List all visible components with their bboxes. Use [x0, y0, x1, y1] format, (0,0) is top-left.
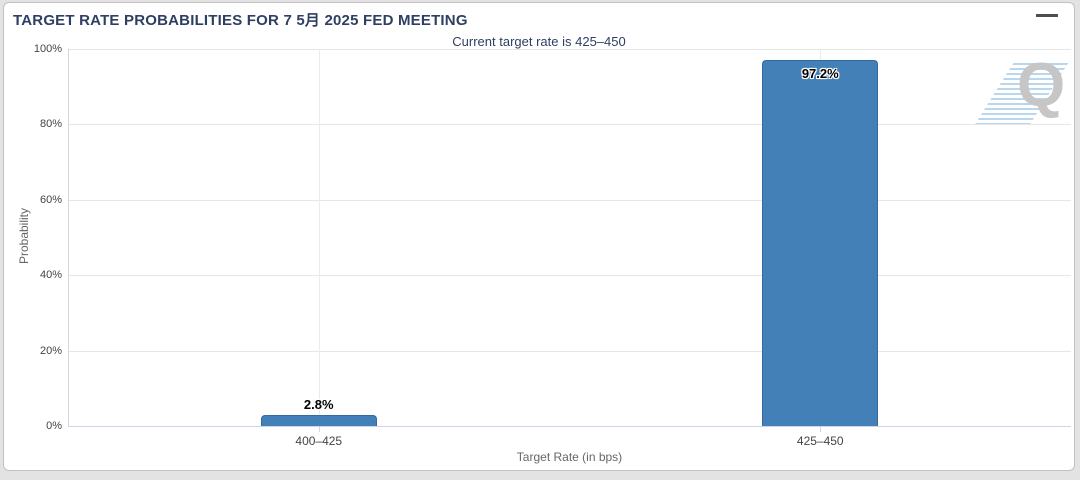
- y-axis-line: [68, 49, 69, 426]
- chart-title: TARGET RATE PROBABILITIES FOR 7 5月 2025 …: [13, 12, 468, 29]
- hamburger-menu-icon[interactable]: [1036, 14, 1058, 31]
- x-axis-title: Target Rate (in bps): [516, 450, 623, 464]
- y-axis-tick-label: 80%: [39, 118, 62, 131]
- x-axis-tick-label: 400–425: [295, 434, 343, 448]
- x-axis-tick: [820, 426, 822, 432]
- y-axis-tick-label: 0%: [46, 420, 62, 432]
- y-axis-tick-label: 20%: [39, 344, 62, 357]
- y-gridline: [68, 350, 1071, 352]
- y-axis-title: Probability: [17, 207, 31, 265]
- y-gridline: [68, 49, 1071, 50]
- chart-subtitle: Current target rate is 425–450: [452, 34, 626, 49]
- watermark-q-logo: Q: [1017, 51, 1066, 120]
- y-gridline: [68, 275, 1071, 277]
- x-axis-line: [68, 426, 1071, 427]
- bar-data-label: 2.8%: [303, 397, 334, 412]
- x-axis-tick: [318, 426, 320, 432]
- y-gridline: [68, 124, 1071, 126]
- y-axis-tick-label: 60%: [39, 193, 62, 206]
- hamburger-bar: [1036, 14, 1058, 17]
- bar-425–450[interactable]: [762, 60, 879, 426]
- x-axis-tick-label: 425–450: [796, 434, 844, 448]
- bar-data-label: 97.2%: [801, 66, 839, 81]
- y-axis-tick-label: 40%: [39, 269, 62, 282]
- chart-card: TARGET RATE PROBABILITIES FOR 7 5月 2025 …: [3, 2, 1075, 471]
- x-gridline: [318, 49, 320, 426]
- y-axis-tick-label: 100%: [33, 43, 62, 55]
- y-gridline: [68, 199, 1071, 201]
- bar-400–425[interactable]: [260, 415, 377, 426]
